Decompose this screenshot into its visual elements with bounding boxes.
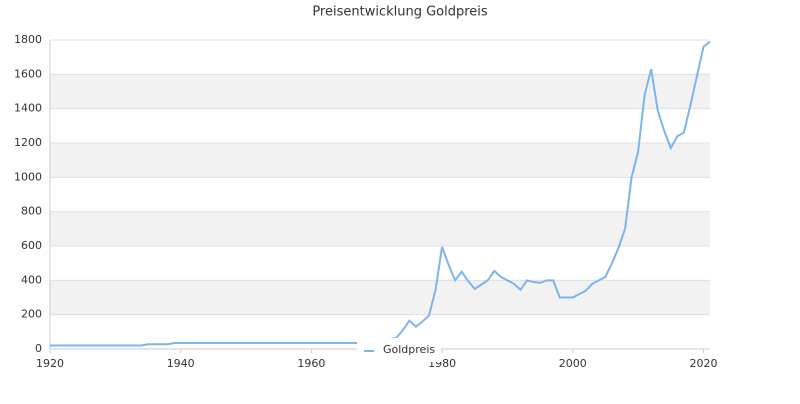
grid-band [50,74,710,109]
grid-band [50,211,710,246]
y-tick-label: 1200 [14,136,42,149]
y-tick-label: 400 [21,273,42,286]
y-tick-label: 1600 [14,67,42,80]
grid-band [50,143,710,178]
x-tick-label: 1920 [36,357,64,370]
x-tick-label: 2000 [559,357,587,370]
legend-label: Goldpreis [383,343,435,356]
y-tick-label: 1400 [14,102,42,115]
chart-title: Preisentwicklung Goldpreis [312,5,488,20]
y-tick-label: 200 [21,308,42,321]
y-tick-label: 800 [21,205,42,218]
y-tick-label: 0 [35,342,42,355]
x-tick-label: 1960 [297,357,325,370]
x-tick-label: 1940 [167,357,195,370]
y-tick-label: 1000 [14,170,42,183]
y-tick-label: 1800 [14,33,42,46]
x-tick-label: 2020 [689,357,717,370]
y-tick-label: 600 [21,239,42,252]
grid-band [50,280,710,315]
